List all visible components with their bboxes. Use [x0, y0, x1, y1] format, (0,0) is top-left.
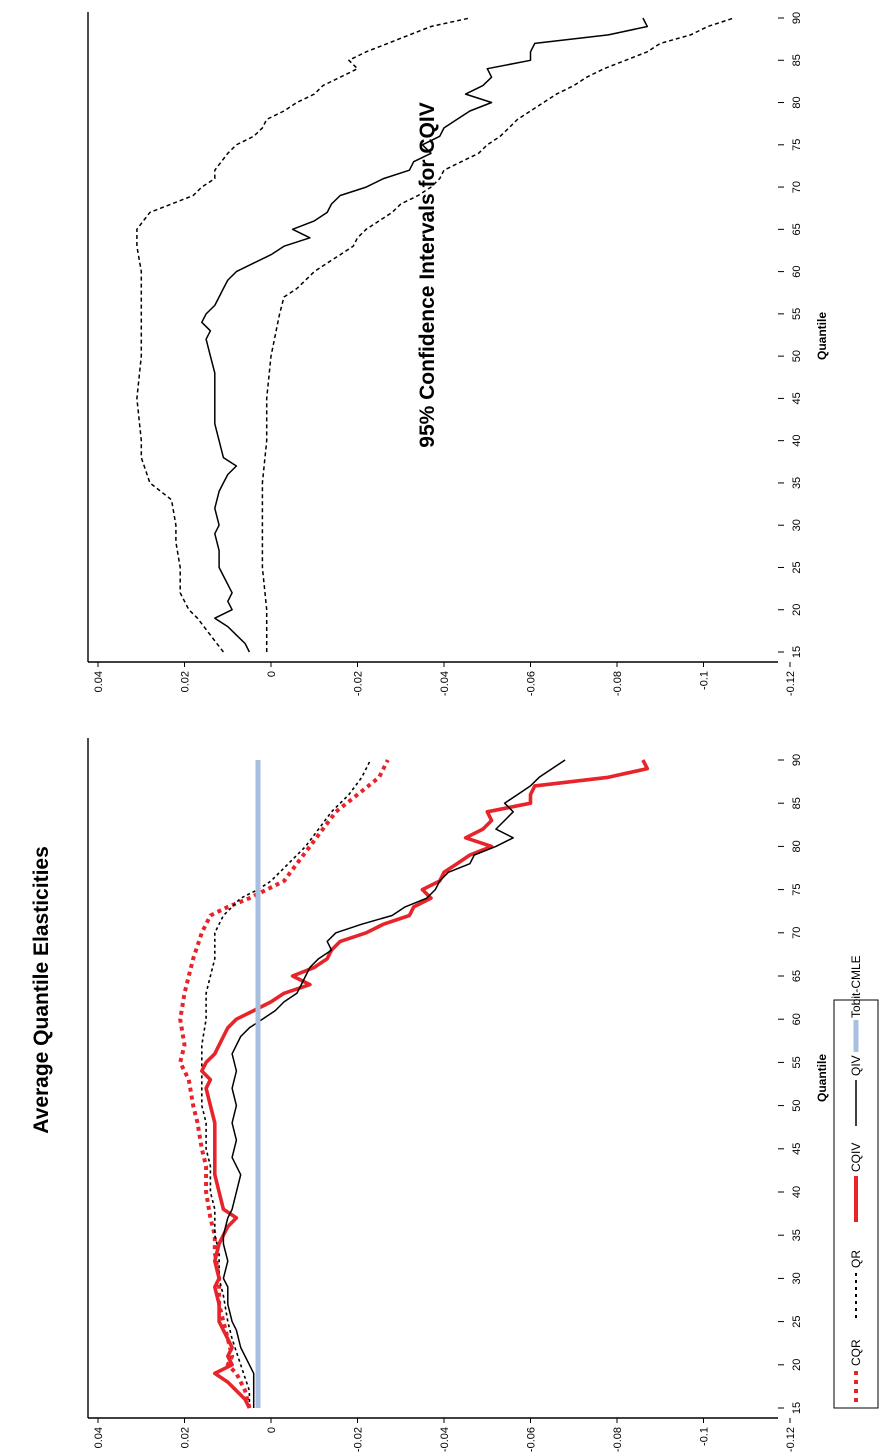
legend-label-cqiv: CQIV — [849, 1143, 863, 1172]
value-tick-label: -0.04 — [439, 671, 451, 696]
quantile-tick-label: 20 — [791, 604, 803, 616]
value-tick-label: -0.08 — [612, 1427, 624, 1452]
quantile-tick-label: 90 — [791, 754, 803, 766]
legend-label-cqr: CQR — [849, 1339, 863, 1366]
quantile-tick-label: 20 — [791, 1359, 803, 1371]
legend-item-qiv: QIV — [849, 1055, 863, 1126]
quantile-tick-label: 65 — [791, 223, 803, 235]
value-tick-label: -0.02 — [353, 1427, 365, 1452]
value-tick-label: -0.08 — [612, 671, 624, 696]
legend-label-tobit-cmle: Tobit-CMLE — [849, 955, 863, 1018]
series-line-cqiv — [200, 759, 650, 1409]
quantile-tick-label: 15 — [791, 646, 803, 658]
value-tick-label: -0.04 — [439, 1427, 451, 1452]
quantile-ticks-right: 15 20 25 30 35 40 45 50 55 60 65 70 75 80 85 90 — [778, 12, 803, 658]
legend-item-tobit-cmle: Tobit-CMLE — [849, 955, 863, 1052]
quantile-axis-label-left: Quantile — [815, 1054, 829, 1102]
quantile-tick-label: 90 — [791, 12, 803, 24]
quantile-tick-label: 70 — [791, 181, 803, 193]
series-line-band-1 — [201, 17, 649, 653]
quantile-tick-label: 60 — [791, 1013, 803, 1025]
value-tick-label: 0.04 — [93, 671, 105, 692]
value-ticks-right: 0.04 0.02 0 -0.02 -0.04 -0.06 -0.08 -0.1 -0.12 — [93, 662, 797, 696]
chart-title-left: Average Quantile Elasticities — [30, 846, 53, 1134]
value-tick-label: -0.1 — [699, 1427, 711, 1446]
value-tick-label: -0.06 — [526, 1427, 538, 1452]
quantile-tick-label: 35 — [791, 477, 803, 489]
plot-area-right: 0.04 0.02 0 -0.02 -0.04 -0.06 -0.08 -0.1 -0.12 1… — [87, 12, 803, 696]
series-line-band-2 — [261, 17, 735, 652]
quantile-tick-label: 25 — [791, 1315, 803, 1327]
quantile-tick-label: 80 — [791, 96, 803, 108]
series-layer-left — [178, 759, 650, 1409]
value-tick-label: 0 — [266, 1427, 278, 1433]
value-ticks-left: 0.04 0.02 0 -0.02 -0.04 -0.06 -0.08 -0.1 -0.12 — [93, 1418, 797, 1452]
quantile-tick-label: 30 — [791, 519, 803, 531]
value-tick-label: -0.02 — [353, 671, 365, 696]
value-tick-label: 0.02 — [180, 671, 192, 692]
series-line-qiv — [222, 759, 566, 1408]
series-line-qr — [201, 759, 372, 1408]
value-tick-label: -0.12 — [785, 1427, 797, 1452]
quantile-tick-label: 25 — [791, 561, 803, 573]
legend-item-cqr: CQR — [849, 1339, 863, 1402]
value-tick-label: -0.06 — [526, 671, 538, 696]
value-tick-label: -0.1 — [699, 671, 711, 690]
value-tick-label: 0.04 — [93, 1427, 105, 1448]
value-tick-label: -0.12 — [785, 671, 797, 696]
quantile-tick-label: 85 — [791, 797, 803, 809]
quantile-tick-label: 45 — [791, 392, 803, 404]
series-line-cqr — [178, 759, 390, 1409]
value-tick-label: 0 — [266, 671, 278, 677]
quantile-tick-label: 80 — [791, 840, 803, 852]
chart-confidence-intervals-cqiv: 95% Confidence Intervals for CQIV 0.04 0.… — [87, 12, 829, 696]
series-layer-right — [136, 17, 735, 653]
legend-label-qiv: QIV — [849, 1055, 863, 1076]
chart-title-right: 95% Confidence Intervals for CQIV — [416, 102, 439, 447]
quantile-tick-label: 35 — [791, 1229, 803, 1241]
quantile-tick-label: 45 — [791, 1143, 803, 1155]
quantile-tick-label: 75 — [791, 883, 803, 895]
quantile-tick-label: 85 — [791, 54, 803, 66]
legend-label-qr: QR — [849, 1250, 863, 1268]
quantile-ticks-left: 15 20 25 30 35 40 45 50 55 60 65 70 75 80 85 90 — [778, 754, 803, 1414]
value-tick-label: 0.02 — [180, 1427, 192, 1448]
series-line-band-0 — [136, 17, 471, 653]
quantile-tick-label: 70 — [791, 927, 803, 939]
quantile-tick-label: 15 — [791, 1402, 803, 1414]
quantile-tick-label: 30 — [791, 1272, 803, 1284]
quantile-tick-label: 60 — [791, 265, 803, 277]
legend-item-cqiv: CQIV — [849, 1143, 863, 1222]
quantile-tick-label: 75 — [791, 139, 803, 151]
quantile-tick-label: 55 — [791, 308, 803, 320]
quantile-tick-label: 50 — [791, 350, 803, 362]
quantile-tick-label: 40 — [791, 435, 803, 447]
legend: CQR QR CQIV QIV Tobit-CMLE — [833, 955, 879, 1409]
chart-average-quantile-elasticities: Average Quantile Elasticities 0.04 0.02 0 -… — [30, 738, 879, 1452]
plot-area-left: 0.04 0.02 0 -0.02 -0.04 -0.06 -0.08 -0.1 -0.12 1… — [87, 738, 803, 1452]
legend-item-qr: QR — [849, 1250, 863, 1318]
quantile-tick-label: 50 — [791, 1099, 803, 1111]
quantile-tick-label: 65 — [791, 970, 803, 982]
quantile-axis-label-right: Quantile — [815, 312, 829, 360]
quantile-tick-label: 40 — [791, 1186, 803, 1198]
quantile-tick-label: 55 — [791, 1056, 803, 1068]
